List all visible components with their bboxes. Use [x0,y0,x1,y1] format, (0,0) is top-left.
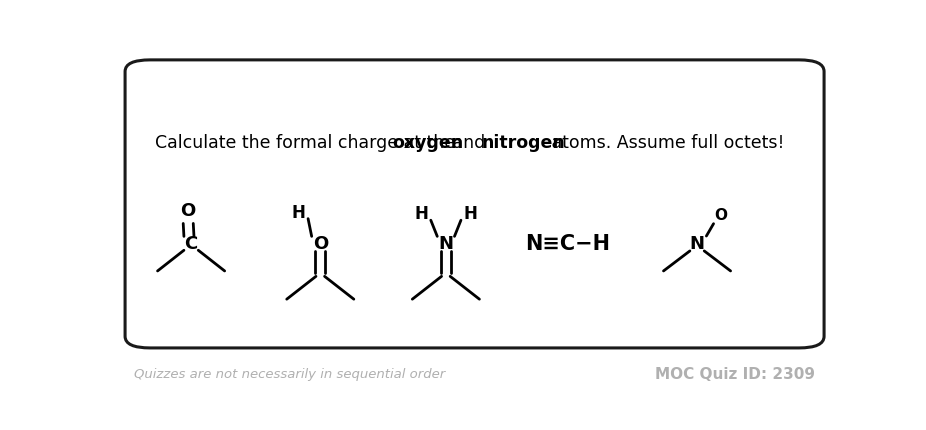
Text: MOC Quiz ID: 2309: MOC Quiz ID: 2309 [656,367,816,382]
Text: Quizzes are not necessarily in sequential order: Quizzes are not necessarily in sequentia… [133,368,444,381]
Text: nitrogen: nitrogen [482,134,565,152]
Text: N: N [438,235,454,253]
Text: O: O [714,208,727,223]
Text: H: H [463,205,477,223]
FancyBboxPatch shape [125,60,824,348]
Text: H: H [292,204,306,222]
Text: oxygen: oxygen [392,134,463,152]
Text: Calculate the formal charge at the: Calculate the formal charge at the [156,134,461,152]
Text: N: N [690,235,705,253]
Text: O: O [313,235,328,253]
Text: atoms. Assume full octets!: atoms. Assume full octets! [546,134,784,152]
Text: H: H [415,205,429,223]
Text: C: C [184,235,198,253]
Text: O: O [180,202,195,220]
Text: and: and [447,134,491,152]
Text: N≡C−H: N≡C−H [525,233,610,254]
